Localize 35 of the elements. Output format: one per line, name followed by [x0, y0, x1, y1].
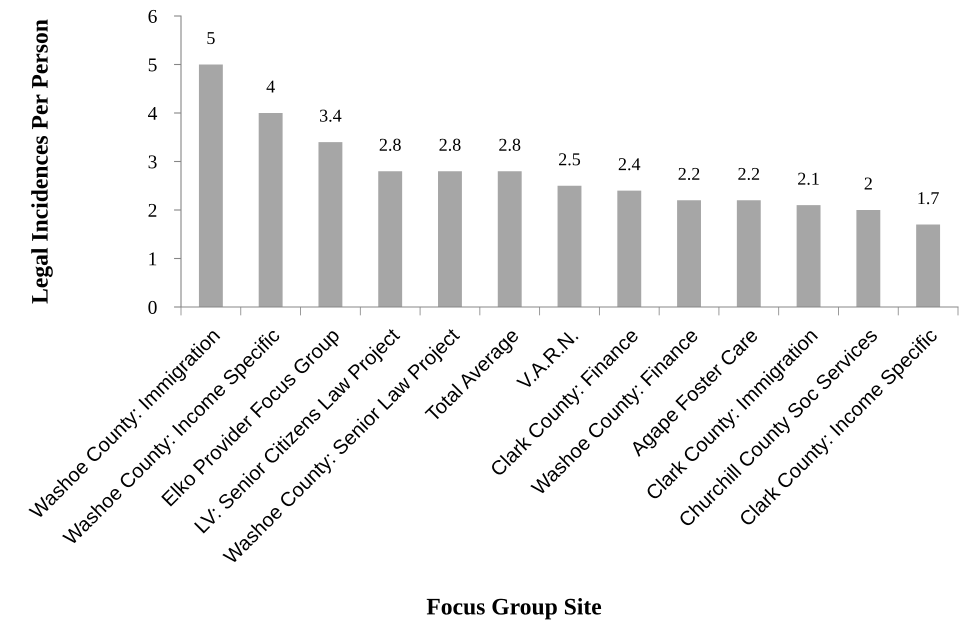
bar [916, 224, 940, 307]
bar [378, 171, 402, 307]
bar [796, 205, 821, 307]
data-label: 2.8 [439, 138, 461, 151]
data-label: 3.4 [320, 110, 342, 122]
bar [677, 200, 701, 307]
y-axis-title: Legal Incidences Per Person [31, 19, 53, 304]
data-label: 4 [266, 80, 275, 92]
data-label: 1.7 [918, 192, 939, 204]
bar [498, 171, 522, 307]
bar [856, 210, 880, 307]
y-tick-label: 3 [148, 155, 157, 168]
y-tick-label: 1 [149, 252, 156, 266]
x-axis-title: Focus Group Site [426, 598, 602, 620]
y-tick-label: 4 [148, 106, 158, 120]
data-label: 5 [207, 32, 215, 44]
bar [558, 186, 582, 307]
bar [438, 171, 462, 307]
bar [617, 190, 642, 307]
data-label: 2.8 [380, 138, 401, 151]
y-tick-label: 2 [148, 204, 156, 217]
y-tick-label: 5 [148, 58, 157, 72]
data-label: 2.5 [559, 153, 580, 166]
data-label: 2.1 [798, 172, 819, 185]
bar [258, 113, 283, 307]
data-label: 2.4 [618, 158, 640, 170]
data-label: 2.2 [678, 168, 700, 180]
data-label: 2 [864, 178, 872, 190]
bar [198, 64, 223, 307]
y-tick-label: 6 [148, 10, 157, 23]
bar [318, 142, 342, 307]
data-label: 2.8 [499, 138, 520, 151]
y-tick-label: 0 [148, 300, 157, 314]
data-label: 2.2 [738, 168, 760, 180]
bar [736, 200, 761, 307]
